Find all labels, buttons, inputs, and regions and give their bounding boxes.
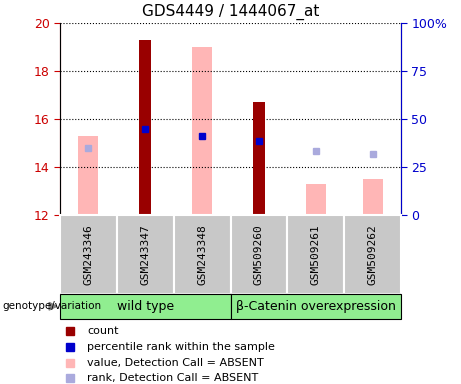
Text: genotype/variation: genotype/variation — [2, 301, 101, 311]
Text: GSM243347: GSM243347 — [140, 224, 150, 285]
Bar — [230, 215, 287, 294]
Bar — [253, 102, 265, 215]
Text: GSM243348: GSM243348 — [197, 224, 207, 285]
Bar — [287, 215, 344, 294]
Bar — [78, 136, 98, 215]
Text: GSM509260: GSM509260 — [254, 224, 264, 285]
Text: value, Detection Call = ABSENT: value, Detection Call = ABSENT — [87, 358, 264, 367]
Bar — [192, 47, 212, 215]
Text: wild type: wild type — [117, 300, 174, 313]
Bar — [60, 294, 230, 319]
Text: GSM243346: GSM243346 — [83, 224, 94, 285]
Text: count: count — [87, 326, 119, 336]
Bar — [174, 215, 230, 294]
Title: GDS4449 / 1444067_at: GDS4449 / 1444067_at — [142, 4, 319, 20]
Text: GSM509261: GSM509261 — [311, 224, 321, 285]
Bar — [230, 294, 401, 319]
Text: rank, Detection Call = ABSENT: rank, Detection Call = ABSENT — [87, 374, 259, 384]
Bar — [117, 215, 174, 294]
Bar — [363, 179, 383, 215]
Bar — [344, 215, 401, 294]
Bar — [306, 184, 326, 215]
Bar — [139, 40, 152, 215]
Text: GSM509262: GSM509262 — [367, 224, 378, 285]
Bar — [60, 215, 117, 294]
Text: β-Catenin overexpression: β-Catenin overexpression — [236, 300, 396, 313]
Text: percentile rank within the sample: percentile rank within the sample — [87, 342, 275, 352]
